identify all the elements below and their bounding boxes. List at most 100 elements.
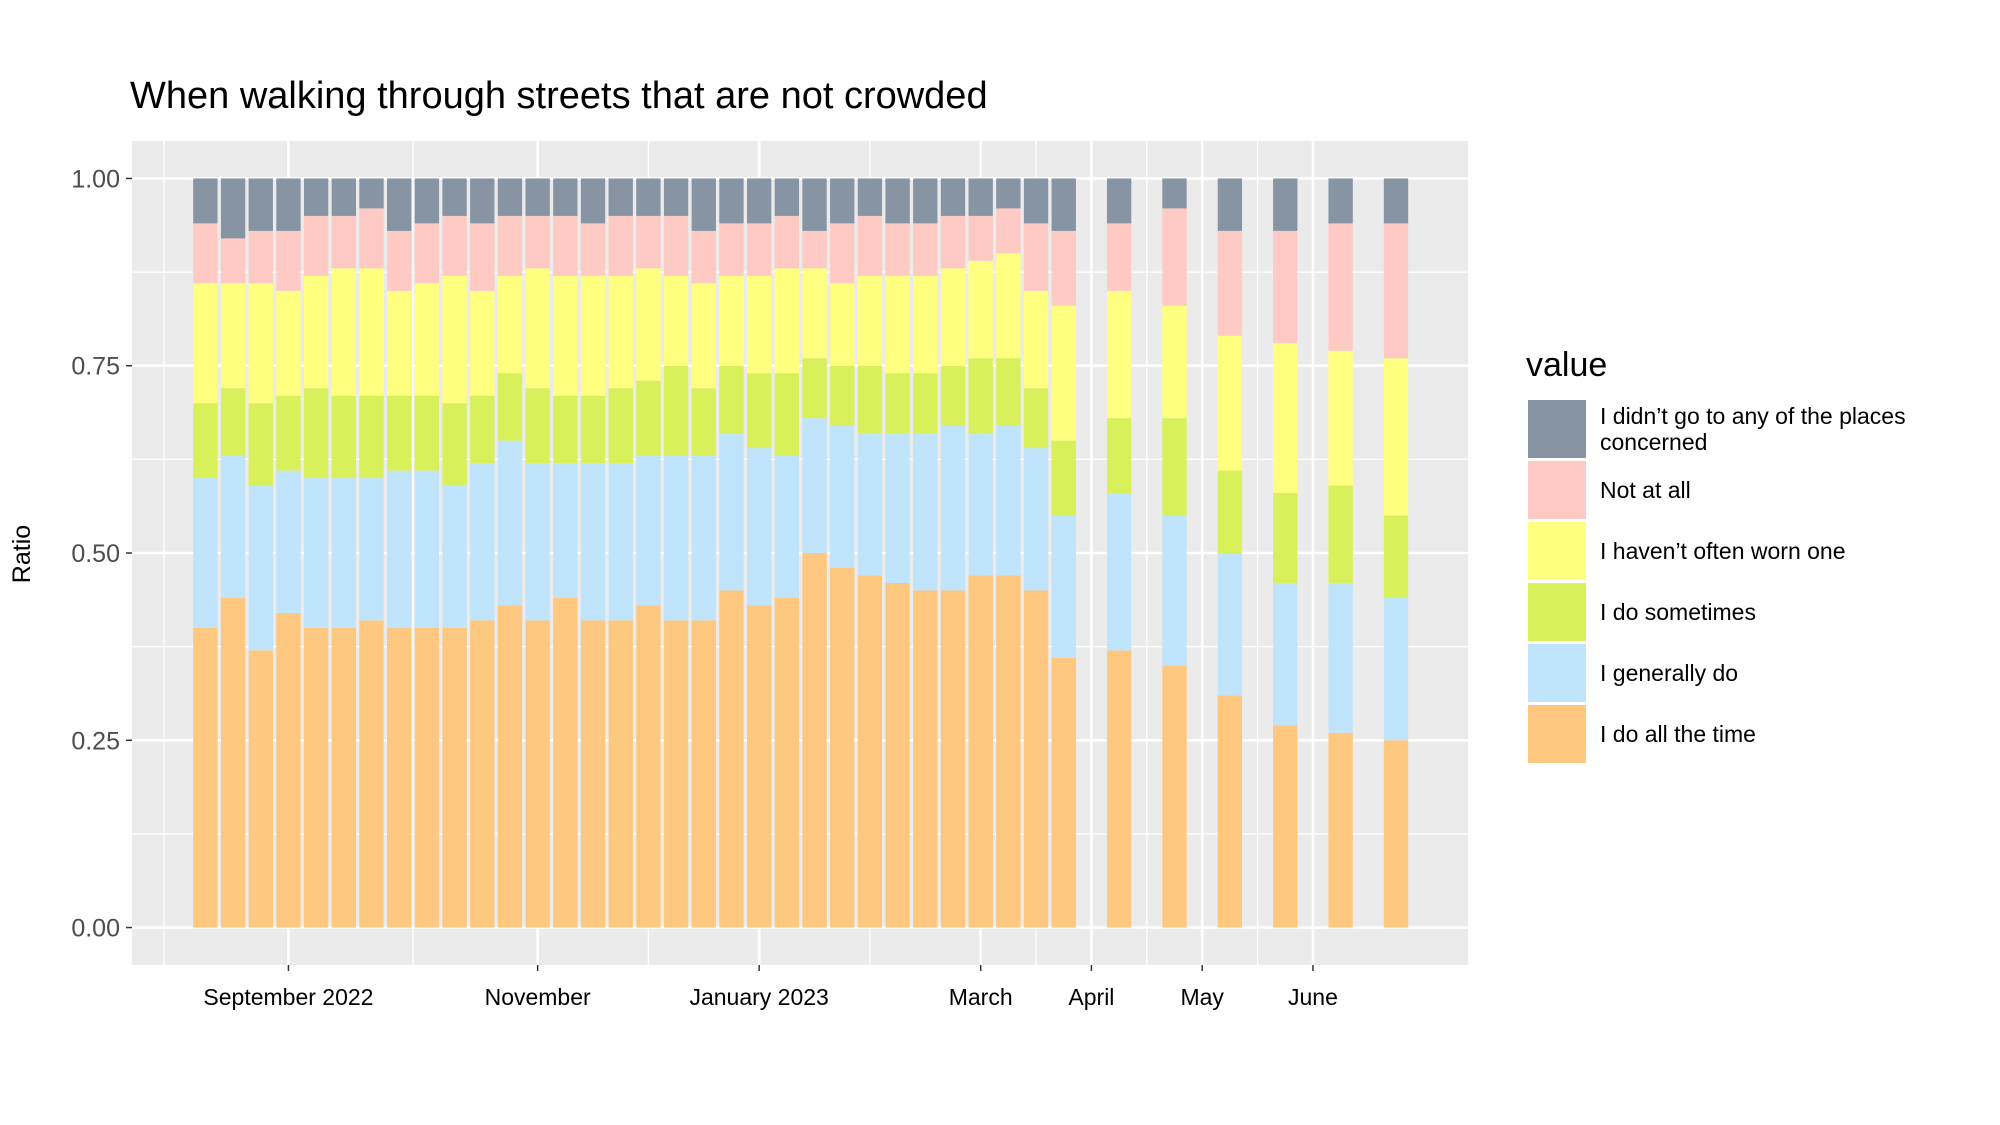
bar-segment <box>774 373 800 456</box>
bar-segment <box>1273 343 1298 494</box>
bar-segment <box>248 650 273 928</box>
bar-segment <box>1328 350 1353 486</box>
bar-segment <box>248 403 273 486</box>
bar-segment <box>303 478 329 628</box>
bar-segment <box>746 223 772 276</box>
legend-label: I haven’t often worn one <box>1600 538 1846 564</box>
bar-segment <box>497 275 523 374</box>
bar-segment <box>359 620 384 928</box>
bar-segment <box>1273 725 1298 928</box>
bar-segment <box>719 223 744 276</box>
bar-segment <box>387 230 412 291</box>
bar-segment <box>553 178 578 216</box>
bar-segment <box>1383 597 1409 741</box>
bar-segment <box>1023 388 1049 449</box>
bar-segment <box>1217 178 1243 231</box>
bar-segment <box>1217 470 1243 553</box>
bar-segment <box>913 223 938 276</box>
bar-segment <box>387 395 412 471</box>
bar-segment <box>1162 515 1187 666</box>
bar-segment <box>940 268 966 366</box>
legend-key <box>1528 705 1586 763</box>
bar-segment <box>691 388 716 456</box>
bar-segment <box>802 230 827 269</box>
legend-label: I generally do <box>1600 660 1739 686</box>
bar-segment <box>276 290 301 396</box>
bar-segment <box>525 620 550 928</box>
bar-segment <box>746 605 772 928</box>
bar-segment <box>913 590 938 928</box>
y-tick-label: 0.50 <box>71 540 120 568</box>
bar-segment <box>691 455 716 621</box>
bar-segment <box>830 567 855 928</box>
y-tick-label: 0.75 <box>71 353 120 381</box>
bar-segment <box>857 178 883 216</box>
bar-segment <box>442 275 467 404</box>
bar-segment <box>359 178 384 209</box>
bar-segment <box>968 215 993 261</box>
bar-segment <box>1051 230 1076 306</box>
bar-segment <box>940 590 966 928</box>
bar-segment <box>387 178 412 231</box>
bar-segment <box>940 178 966 216</box>
legend-key <box>1528 522 1586 580</box>
bar-segment <box>746 275 772 374</box>
bar-segment <box>1162 418 1187 516</box>
legend-key <box>1528 644 1586 702</box>
bar-segment <box>608 215 633 276</box>
bar-segment <box>719 178 744 224</box>
bar-segment <box>636 215 661 269</box>
bar-segment <box>442 403 467 486</box>
bar-segment <box>553 395 578 464</box>
bar-segment <box>470 178 495 224</box>
bar-segment <box>857 275 883 366</box>
bar-segment <box>1273 582 1298 726</box>
bar-segment <box>580 275 606 396</box>
bar-segment <box>1106 290 1132 419</box>
y-tick-label: 0.00 <box>71 915 120 943</box>
bar-segment <box>303 388 329 479</box>
bar-segment <box>580 178 606 224</box>
bar-segment <box>1273 178 1298 231</box>
bar-segment <box>968 433 993 576</box>
bar-segment <box>1383 740 1409 928</box>
bar-segment <box>1162 305 1187 419</box>
bar-segment <box>802 178 827 231</box>
bar-segment <box>663 178 689 216</box>
bar-segment <box>525 388 550 464</box>
bar-segment <box>1051 178 1076 231</box>
bar-segment <box>996 358 1021 426</box>
bar-segment <box>553 215 578 276</box>
bar-segment <box>830 425 855 568</box>
bar-segment <box>1162 178 1187 209</box>
bar-segment <box>276 612 301 928</box>
y-tick-label: 1.00 <box>71 165 120 193</box>
legend-label: I do sometimes <box>1600 599 1756 625</box>
bar-segment <box>1383 178 1409 224</box>
bar-segment <box>331 215 357 269</box>
bar-segment <box>220 178 246 239</box>
bar-segment <box>663 275 689 366</box>
bar-segment <box>608 388 633 464</box>
bar-segment <box>303 275 329 389</box>
bar-segment <box>746 178 772 224</box>
bar-segment <box>1106 418 1132 494</box>
bar-segment <box>220 597 246 928</box>
bar-segment <box>414 470 440 628</box>
bar-segment <box>580 620 606 928</box>
legend-key <box>1528 400 1586 458</box>
bar-segment <box>608 463 633 621</box>
bar-segment <box>331 627 357 928</box>
bar-segment <box>1328 223 1353 351</box>
bar-segment <box>580 223 606 276</box>
bar-segment <box>1106 178 1132 224</box>
bar-segment <box>885 433 910 583</box>
bar-segment <box>830 283 855 366</box>
bar-segment <box>248 283 273 404</box>
bar-segment <box>276 470 301 613</box>
bar-segment <box>996 208 1021 254</box>
bar-segment <box>1106 650 1132 928</box>
bar-segment <box>276 230 301 291</box>
bar-segment <box>359 268 384 396</box>
bar-segment <box>1328 582 1353 733</box>
